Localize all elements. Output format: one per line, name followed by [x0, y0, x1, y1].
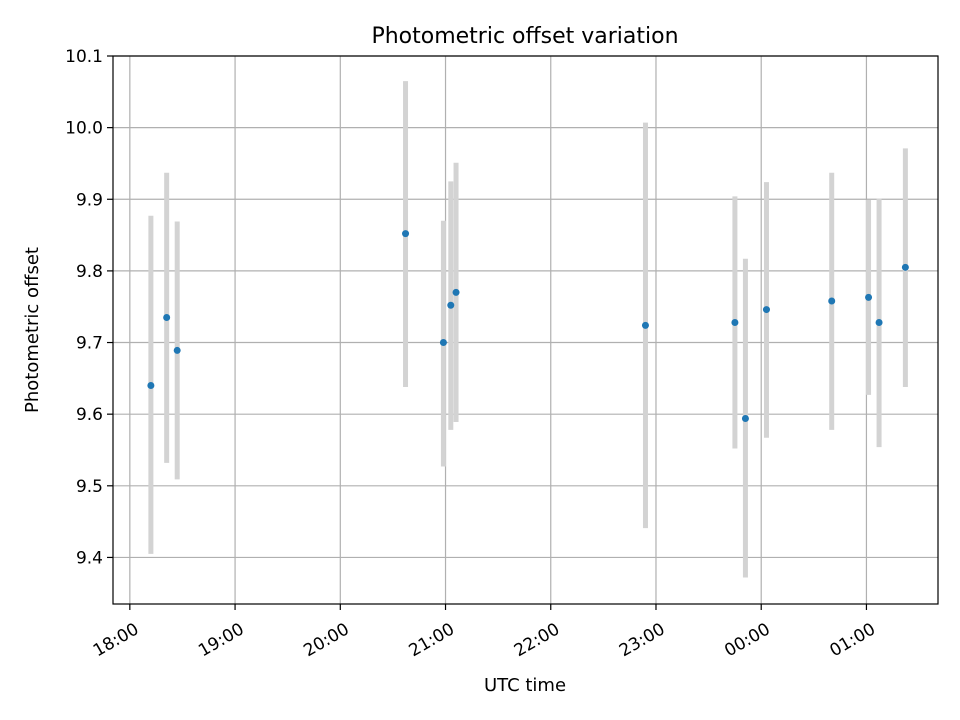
data-point	[173, 346, 181, 354]
y-tick-label: 9.9	[76, 190, 103, 210]
point-layer	[147, 230, 909, 422]
y-tick-label: 9.8	[76, 262, 103, 282]
data-point	[741, 414, 749, 422]
x-tick-label: 20:00	[300, 619, 352, 661]
data-point	[439, 339, 447, 347]
x-tick-label: 21:00	[406, 619, 458, 661]
data-point	[901, 263, 909, 271]
x-tick-label: 19:00	[195, 619, 247, 661]
grid-layer	[113, 55, 938, 604]
y-tick-label: 9.7	[76, 334, 103, 354]
data-point	[875, 318, 883, 326]
data-point	[731, 318, 739, 326]
data-point	[762, 306, 770, 314]
chart-title: Photometric offset variation	[371, 24, 678, 49]
data-point	[402, 230, 410, 238]
y-tick-label: 9.6	[76, 405, 103, 425]
data-point	[828, 297, 836, 305]
errorbar-layer	[148, 81, 908, 578]
y-tick-label: 10.1	[65, 47, 103, 67]
y-tick-label: 9.5	[76, 477, 103, 497]
data-point	[452, 288, 460, 296]
x-tick-label: 00:00	[721, 619, 773, 661]
data-point	[641, 321, 649, 329]
x-tick-label: 18:00	[90, 619, 142, 661]
plot-frame	[112, 55, 939, 605]
data-point	[447, 301, 455, 309]
y-tick-label: 9.4	[76, 548, 103, 568]
data-point	[865, 293, 873, 301]
y-axis-ticks: 9.4 9.5 9.6 9.7 9.8 9.9 10.0 10.1	[65, 47, 113, 568]
x-axis-label: UTC time	[484, 675, 566, 696]
y-tick-label: 10.0	[65, 119, 103, 139]
x-axis-ticks: 18:00 19:00 20:00 21:00 22:00 23:00 00:00 01:00	[90, 604, 879, 661]
x-tick-label: 23:00	[616, 619, 668, 661]
y-axis-label: Photometric offset	[22, 247, 43, 413]
data-point	[163, 313, 171, 321]
data-point	[147, 382, 155, 390]
x-tick-label: 22:00	[511, 619, 563, 661]
x-tick-label: 01:00	[827, 619, 879, 661]
